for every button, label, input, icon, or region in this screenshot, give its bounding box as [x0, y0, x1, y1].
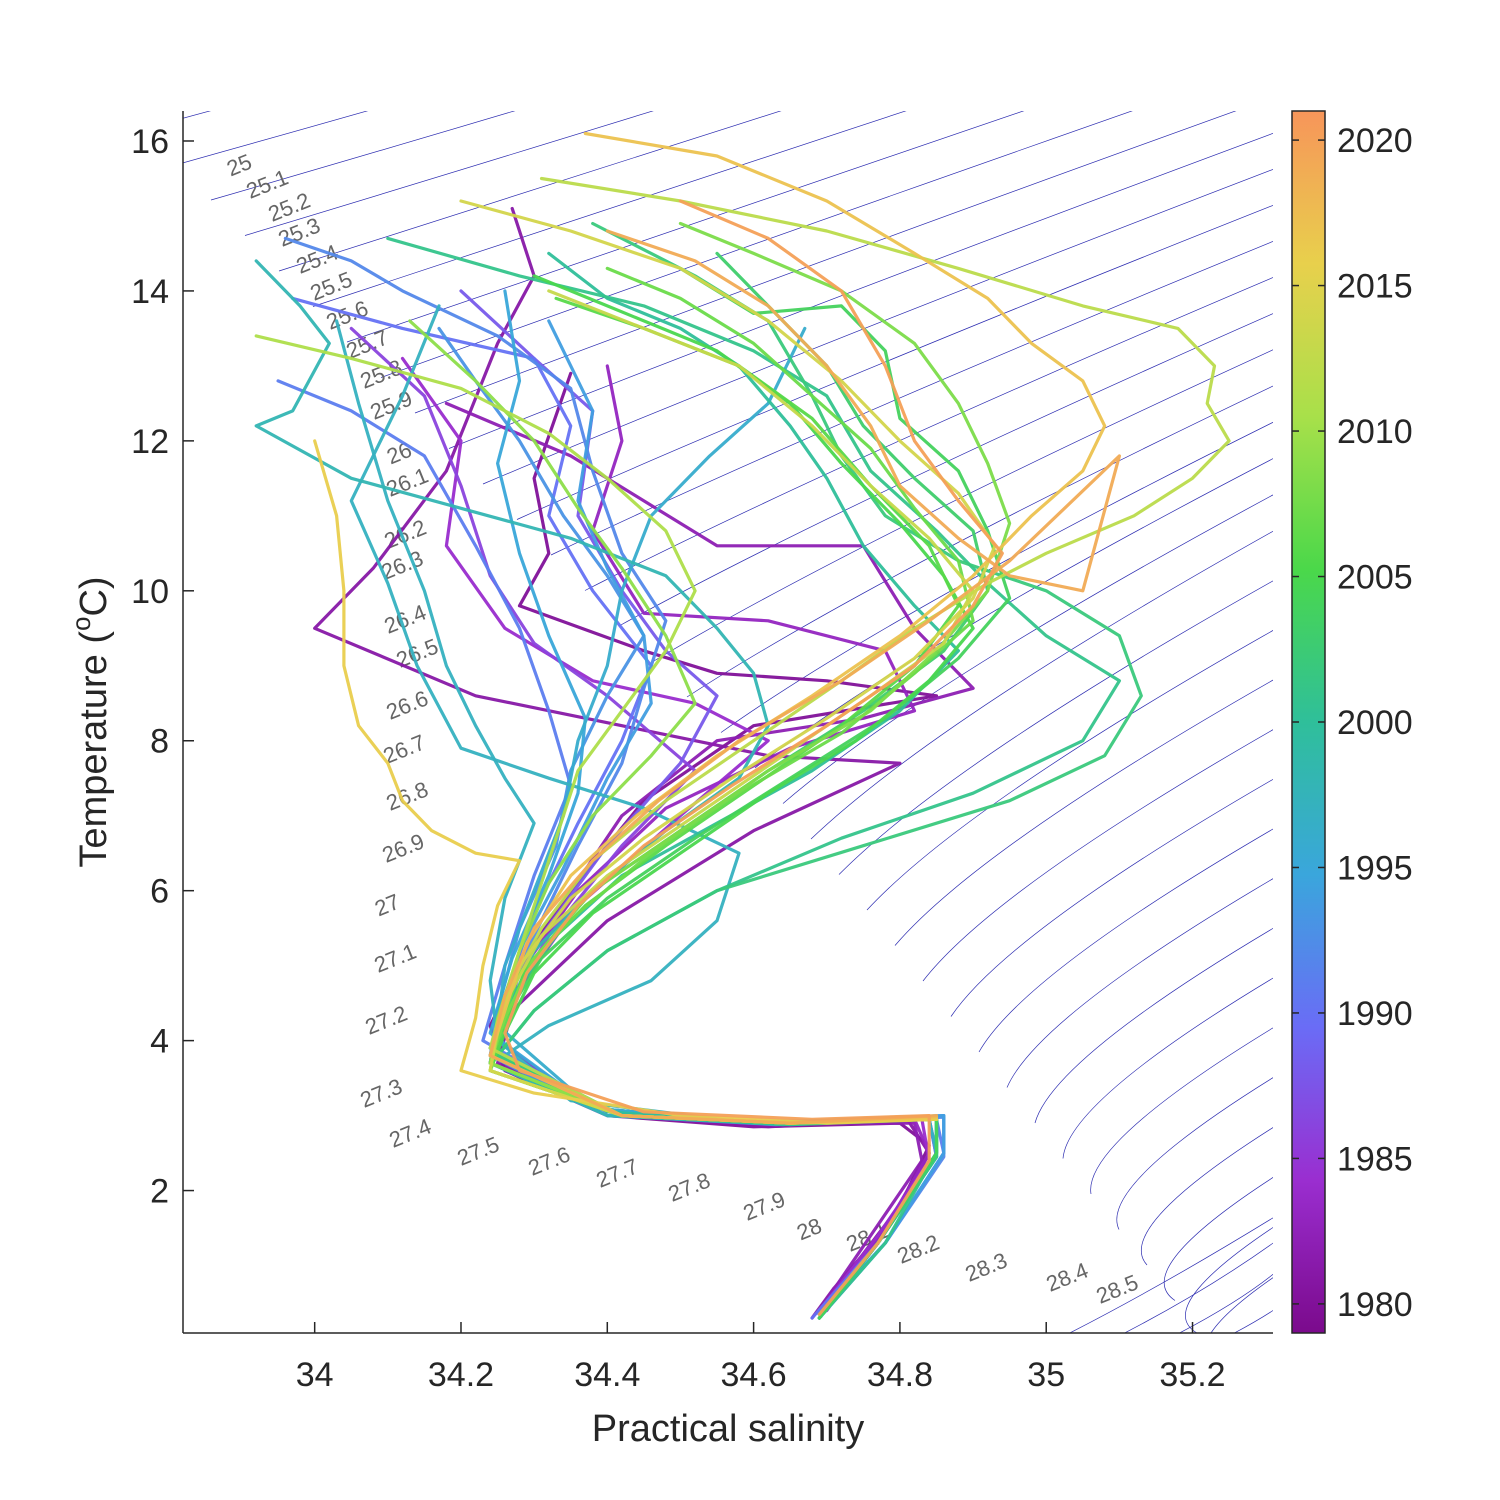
colorbar-tick-label: 2005	[1337, 559, 1413, 597]
isopycnal-line	[244, 111, 654, 236]
isopycnal-line	[894, 679, 1273, 946]
y-tick-label: 4	[150, 1023, 169, 1061]
isopycnal-contours	[183, 111, 1273, 1333]
isopycnal-line	[1233, 1310, 1273, 1333]
isopycnal-line	[922, 729, 1273, 982]
y-axis-ticks: 2 4 6 8 10 12 14 16	[131, 123, 194, 1211]
isopycnal-line	[810, 530, 1273, 840]
isopycnal-line	[1163, 1177, 1273, 1301]
x-tick-label: 34.8	[867, 1356, 933, 1394]
isopycnal-line	[1185, 1227, 1273, 1333]
isopycnal-line	[584, 277, 1273, 591]
isopycnal-line	[210, 111, 516, 201]
profile-line-2014	[459, 199, 997, 1125]
colorbar-tick-label: 1990	[1337, 995, 1413, 1033]
y-tick-label: 14	[131, 273, 169, 311]
isopycnal-line	[1116, 1077, 1273, 1230]
isopycnal-line	[448, 132, 1273, 449]
y-tick-label: 6	[150, 873, 169, 911]
y-tick-label: 8	[150, 723, 169, 761]
isopycnal-line	[950, 778, 1273, 1017]
y-tick-label: 16	[131, 123, 169, 161]
isopycnal-line	[1034, 928, 1273, 1124]
profile-line-2017	[488, 131, 1107, 1125]
profile-line-2016	[313, 439, 939, 1125]
x-tick-label: 34	[296, 1356, 334, 1394]
profile-lines	[254, 131, 1231, 1320]
x-tick-label: 34.6	[721, 1356, 787, 1394]
y-tick-label: 2	[150, 1173, 169, 1211]
isopycnal-line	[866, 630, 1273, 911]
colorbar-tick-label: 2010	[1337, 413, 1413, 451]
x-tick-label: 35	[1027, 1356, 1065, 1394]
profile-line-1991	[276, 379, 946, 1316]
colorbar-tick-label: 1995	[1337, 849, 1413, 887]
isopycnal-line	[1210, 1277, 1273, 1333]
profile-line-1981	[313, 206, 931, 1320]
isopycnal-line	[978, 828, 1273, 1053]
y-axis-title: Temperature (oC)	[66, 576, 115, 867]
isopycnal-line	[550, 241, 1273, 556]
y-tick-label: 10	[131, 573, 169, 611]
colorbar-tick-label: 2000	[1337, 704, 1413, 742]
isopycnal-line	[482, 168, 1273, 485]
colorbar-tick-label: 2020	[1337, 122, 1413, 160]
isopycnal-line	[1141, 1127, 1273, 1266]
colorbar-tick-label: 1980	[1337, 1286, 1413, 1324]
isopycnal-line	[1068, 1217, 1273, 1333]
x-tick-label: 34.2	[428, 1356, 494, 1394]
isopycnal-line	[1090, 1027, 1273, 1195]
isopycnal-line	[312, 111, 908, 307]
x-tick-label: 35.2	[1159, 1356, 1225, 1394]
profile-line-1983	[496, 364, 931, 1313]
profile-line-1997	[335, 319, 939, 1320]
isopycnal-line	[618, 313, 1273, 627]
isopycnal-line	[380, 111, 1133, 378]
isopycnal-line	[183, 111, 212, 119]
profile-line-2009	[408, 319, 939, 1125]
x-axis-title: Practical salinity	[592, 1408, 864, 1450]
colorbar-tick-label: 1985	[1337, 1140, 1413, 1178]
plot-area	[183, 111, 1273, 1333]
colorbar-ticks: 1980 1985 1990 1995 2000 2005 2010 2015 2020	[1292, 122, 1413, 1324]
profile-line-2020	[503, 199, 1004, 1316]
x-tick-label: 34.4	[574, 1356, 640, 1394]
profile-line-2019	[488, 229, 1121, 1125]
isopycnal-line	[414, 111, 1237, 414]
colorbar-tick-label: 2015	[1337, 268, 1413, 306]
x-axis-ticks: 34 34.2 34.4 34.6 34.8 35 35.2	[296, 1322, 1226, 1394]
y-tick-label: 12	[131, 423, 169, 461]
isopycnal-line	[516, 204, 1273, 520]
isopycnal-line	[1123, 1242, 1273, 1333]
isopycnal-line	[1062, 977, 1273, 1159]
isopycnal-line	[1006, 878, 1273, 1088]
isopycnal-line	[782, 494, 1273, 804]
isopycnal-line	[1178, 1273, 1273, 1333]
isopycnal-line	[183, 111, 369, 164]
